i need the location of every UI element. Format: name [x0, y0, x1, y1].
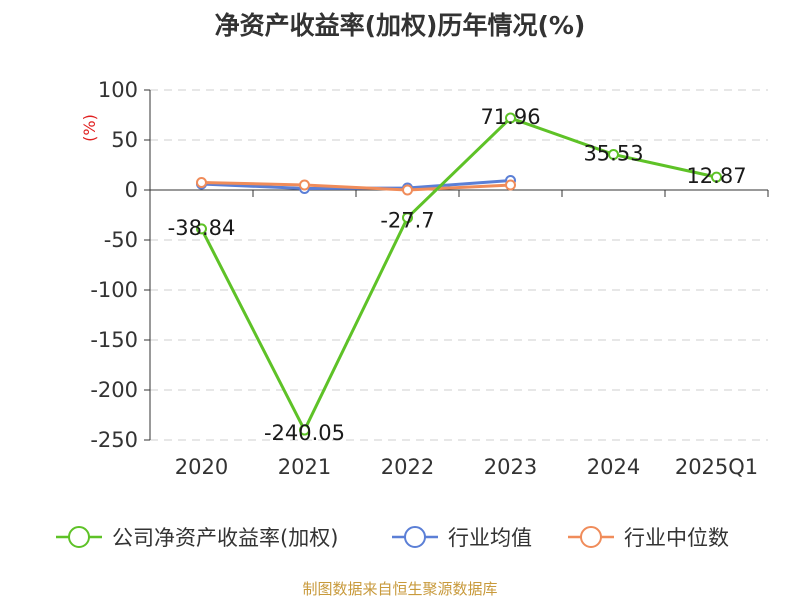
data-label: 12.87 [686, 164, 746, 188]
y-tick-label: 100 [98, 78, 138, 102]
x-tick-label: 2021 [278, 455, 331, 479]
x-tick-label: 2025Q1 [675, 455, 758, 479]
legend-label: 行业均值 [448, 526, 532, 550]
y-tick-label: -150 [90, 328, 138, 352]
data-point [196, 177, 207, 188]
data-point [299, 179, 310, 191]
x-tick-label: 2023 [484, 455, 537, 479]
y-tick-labels: 100 50 0 -50 -100 -150 -200 -250 [90, 78, 138, 452]
axes [144, 89, 769, 441]
legend-marker [68, 526, 90, 548]
grid-lines [150, 89, 768, 441]
y-tick-label: -250 [90, 428, 138, 452]
chart-title: 净资产收益率(加权)历年情况(%) [214, 11, 586, 40]
data-label: -240.05 [264, 421, 345, 445]
data-point [608, 148, 619, 160]
x-tick-labels: 2020 2021 2022 2023 2024 2025Q1 [175, 455, 758, 479]
x-tick-label: 2020 [175, 455, 228, 479]
data-point [711, 171, 722, 183]
data-point [299, 424, 310, 436]
data-point [505, 112, 516, 124]
data-point [505, 179, 516, 191]
data-point [196, 223, 207, 235]
y-tick-label: -50 [104, 228, 138, 252]
legend: 公司净资产收益率(加权) 行业均值 行业中位数 [56, 526, 729, 550]
data-labels: -38.84 -240.05 -27.7 71.96 35.53 12.87 [168, 105, 747, 445]
data-label: -38.84 [168, 216, 236, 240]
y-tick-label: 50 [111, 128, 138, 152]
y-axis-unit: (%) [80, 114, 99, 142]
series-lines [196, 112, 722, 436]
x-tick-label: 2024 [587, 455, 640, 479]
y-tick-label: 0 [125, 178, 138, 202]
data-label: 71.96 [480, 105, 540, 129]
y-tick-label: -100 [90, 278, 138, 302]
x-tick-label: 2022 [381, 455, 434, 479]
data-label: -27.7 [380, 209, 434, 233]
y-tick-label: -200 [90, 378, 138, 402]
legend-label: 行业中位数 [624, 526, 729, 550]
data-point [402, 184, 413, 196]
legend-marker [404, 526, 426, 548]
legend-label: 公司净资产收益率(加权) [112, 526, 338, 550]
source-footer: 制图数据来自恒生聚源数据库 [302, 580, 498, 598]
data-point [402, 212, 413, 224]
data-label: 35.53 [583, 141, 643, 165]
series-line [200, 116, 717, 432]
series-line [201, 181, 511, 192]
legend-marker [580, 526, 602, 548]
